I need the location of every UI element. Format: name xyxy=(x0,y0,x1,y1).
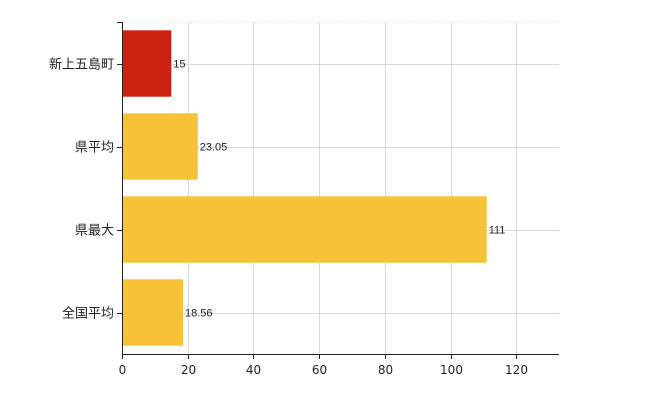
labels: 0 20 40 60 80 100 120 新上五島町 15 県平均 23.05 県最大 111 全国平均… xyxy=(49,57,528,378)
data-label: 15 xyxy=(173,59,185,71)
x-tick-label: 20 xyxy=(181,363,196,377)
x-tick-label: 0 xyxy=(119,363,127,377)
x-tick-label: 100 xyxy=(440,363,463,377)
category-label: 県最大 xyxy=(75,224,114,239)
data-label: 111 xyxy=(489,225,506,237)
category-label: 新上五島町 xyxy=(49,57,114,73)
bar xyxy=(122,113,198,180)
x-tick-label: 80 xyxy=(378,363,393,377)
data-label: 18.56 xyxy=(185,308,213,320)
bars xyxy=(122,30,487,346)
x-tick-label: 60 xyxy=(312,363,327,377)
x-tick-label: 120 xyxy=(505,363,528,377)
grid-lines xyxy=(122,21,559,354)
category-label: 県平均 xyxy=(75,141,114,156)
category-label: 全国平均 xyxy=(62,306,114,322)
bar xyxy=(122,30,172,97)
data-label: 23.05 xyxy=(200,142,228,154)
x-tick-label: 40 xyxy=(246,363,261,377)
bar xyxy=(122,196,487,263)
axes xyxy=(117,22,559,359)
bar xyxy=(122,279,183,346)
